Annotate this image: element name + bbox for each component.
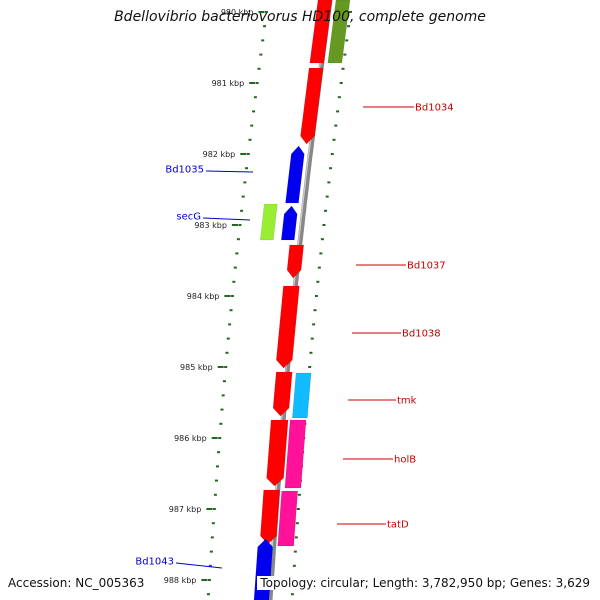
gene-label: Bd1043 xyxy=(135,557,174,568)
gene-arrow xyxy=(253,538,274,600)
gene-arrow xyxy=(286,244,305,279)
gene-block xyxy=(309,0,333,64)
genome-summary: Topology: circular; Length: 3,782,950 bp… xyxy=(257,576,590,590)
outer-ruler-ticks xyxy=(290,11,352,596)
gene-arrow xyxy=(272,371,293,417)
ruler-tick-label: 981 kbp xyxy=(212,79,245,88)
gene-block xyxy=(284,419,307,489)
gene-label: secG xyxy=(176,212,201,223)
gene-block xyxy=(277,490,299,547)
ruler-tick-label: 984 kbp xyxy=(187,292,220,301)
gene-block xyxy=(327,0,351,64)
ruler-tick-label: 980 kbp xyxy=(221,8,254,17)
gene-label: Bd1038 xyxy=(402,329,441,340)
gene-arrow xyxy=(300,67,324,145)
gene-arrow xyxy=(260,489,281,545)
ruler-labels: 980 kbp 981 kbp 982 kbp 983 kbp 984 kbp 985 k… xyxy=(164,8,265,585)
gene-leader-line xyxy=(205,170,254,173)
gene-leader-line xyxy=(202,217,251,221)
inner-ruler-ticks xyxy=(206,11,268,596)
backbone-line xyxy=(267,0,333,600)
gene-label: holB xyxy=(394,455,416,466)
gene-arrow xyxy=(266,419,289,487)
ruler-tick-label: 988 kbp xyxy=(164,576,197,585)
gene-label: tmk xyxy=(397,396,417,407)
gene-leader-line xyxy=(175,562,223,569)
gene-label: Bd1037 xyxy=(407,261,446,272)
gene-arrow xyxy=(275,285,300,369)
gene-labels: Bd1034 Bd1035 secG Bd1037 Bd1038 tmk holB tatD B… xyxy=(135,103,454,569)
gene-label: Bd1035 xyxy=(165,165,204,176)
ruler-tick-label: 986 kbp xyxy=(174,434,207,443)
gene-arrow xyxy=(280,205,298,241)
gene-arrow xyxy=(285,145,305,204)
gene-features xyxy=(253,0,351,600)
ruler-tick-label: 985 kbp xyxy=(180,363,213,372)
ruler-tick-label: 987 kbp xyxy=(169,505,202,514)
map-title: Bdellovibrio bacteriovorus HD100, comple… xyxy=(114,9,486,25)
gene-label: Bd1034 xyxy=(415,103,454,114)
gene-block xyxy=(259,203,278,241)
ruler-tick-label: 982 kbp xyxy=(203,150,236,159)
gene-block xyxy=(291,372,312,419)
ruler-tick-label: 983 kbp xyxy=(194,221,227,230)
gene-label: tatD xyxy=(387,520,409,531)
accession-label: Accession: NC_005363 xyxy=(8,576,145,590)
